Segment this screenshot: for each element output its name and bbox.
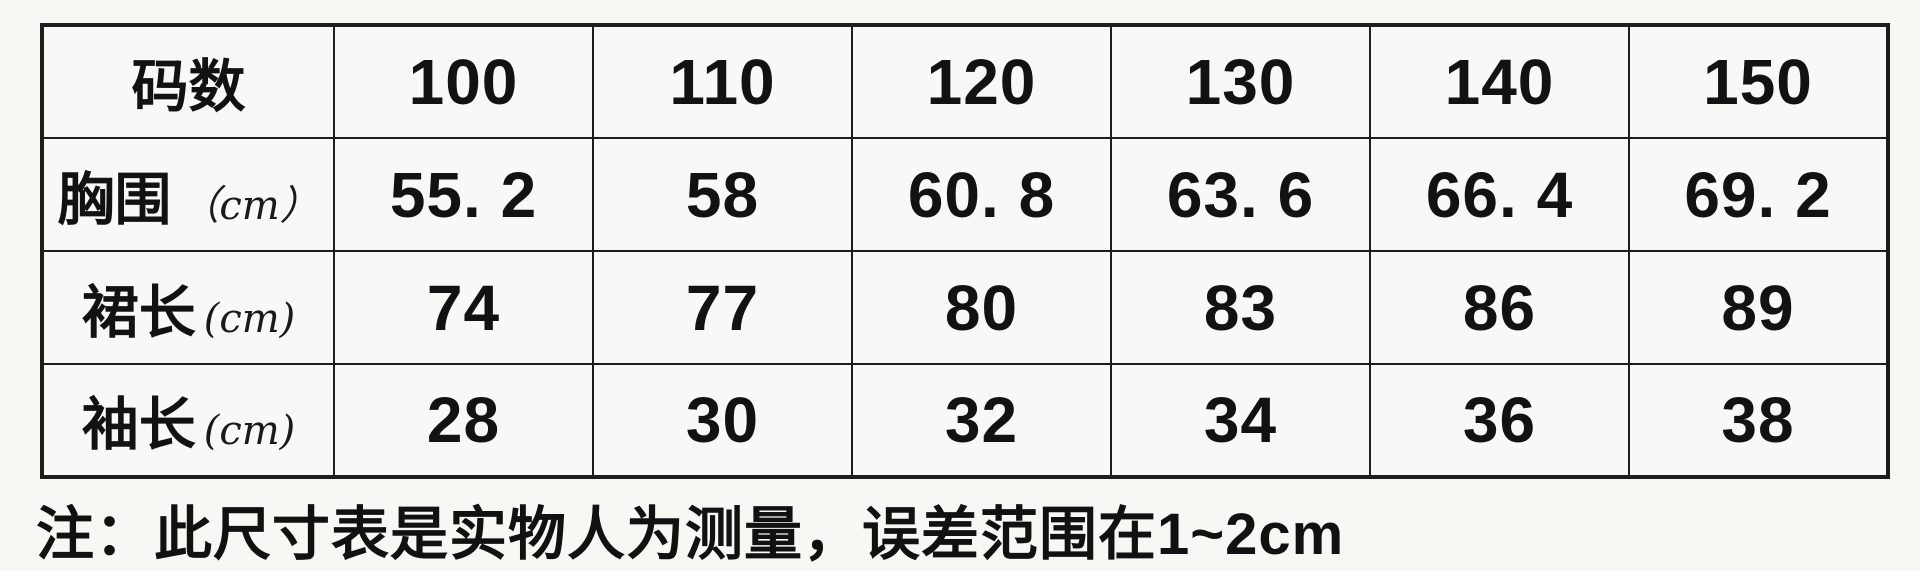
- header-cell-size-label: 码数: [41, 24, 335, 139]
- measurement-cell: 63. 6: [1110, 137, 1371, 252]
- measurement-value: 74: [426, 271, 501, 344]
- size-value: 120: [926, 46, 1037, 118]
- size-cell: 130: [1110, 24, 1371, 139]
- measurement-cell: 32: [851, 363, 1112, 478]
- measurement-cell: 66. 4: [1369, 137, 1630, 252]
- measurement-value: 63. 6: [1166, 158, 1315, 231]
- size-value: 150: [1703, 46, 1813, 118]
- measurement-value: 58: [685, 158, 760, 231]
- table-row-sleeve-length: 袖长 (cm) 28 30 32 34 36 38: [41, 363, 1889, 478]
- row-label-cell-sleeve-length: 袖长 (cm): [41, 363, 335, 478]
- measurement-value: 86: [1462, 271, 1537, 344]
- measurement-value: 28: [426, 384, 501, 456]
- row-label-text: 袖长: [81, 393, 196, 457]
- size-cell: 150: [1628, 24, 1889, 139]
- measurement-cell: 55. 2: [333, 137, 594, 252]
- measurement-value: 69. 2: [1684, 158, 1832, 231]
- measurement-cell: 77: [592, 250, 853, 365]
- measurement-cell: 36: [1369, 363, 1630, 478]
- measurement-cell: 69. 2: [1628, 137, 1889, 252]
- measurement-cell: 74: [333, 250, 594, 365]
- size-value: 130: [1185, 46, 1296, 118]
- size-cell: 100: [333, 24, 594, 139]
- measurement-cell: 34: [1110, 363, 1371, 478]
- size-value: 110: [669, 46, 776, 118]
- size-value: 140: [1444, 46, 1555, 118]
- measurement-cell: 38: [1628, 363, 1889, 478]
- row-label-text: 裙长: [81, 280, 196, 345]
- size-cell: 140: [1369, 24, 1630, 139]
- measurement-value: 77: [685, 271, 760, 344]
- measurement-cell: 28: [333, 363, 594, 478]
- measurement-value: 32: [944, 384, 1019, 456]
- measurement-value: 60. 8: [907, 158, 1056, 231]
- measurement-value: 80: [944, 271, 1019, 344]
- measurement-cell: 86: [1369, 250, 1630, 365]
- measurement-cell: 80: [851, 250, 1112, 365]
- size-cell: 120: [851, 24, 1112, 139]
- measurement-value: 36: [1462, 384, 1537, 456]
- row-unit-text: (cm): [203, 408, 296, 454]
- measurement-cell: 58: [592, 137, 853, 252]
- row-label-cell-skirt-length: 裙长 (cm): [41, 250, 335, 365]
- size-chart-table: 码数 100 110 120 130 140 150 胸围 （cm） 55. 2 …: [40, 23, 1890, 479]
- row-unit-text: （cm）: [179, 182, 320, 229]
- measurement-cell: 30: [592, 363, 853, 478]
- measurement-value: 89: [1721, 271, 1795, 344]
- measurement-value: 66. 4: [1425, 158, 1574, 231]
- measurement-disclaimer-note: 注：此尺寸表是实物人为测量，误差范围在1~2cm: [36, 502, 1345, 567]
- size-value: 100: [408, 46, 519, 118]
- row-unit-text: (cm): [203, 295, 296, 342]
- row-label-cell-chest: 胸围 （cm）: [41, 137, 335, 252]
- measurement-value: 34: [1203, 384, 1278, 456]
- row-label-text: 胸围: [57, 167, 172, 232]
- measurement-cell: 60. 8: [851, 137, 1112, 252]
- measurement-cell: 83: [1110, 250, 1371, 365]
- measurement-value: 38: [1721, 384, 1795, 456]
- measurement-value: 30: [685, 384, 760, 456]
- table-row-chest: 胸围 （cm） 55. 2 58 60. 8 63. 6 66. 4 69. 2: [41, 137, 1889, 252]
- measurement-cell: 89: [1628, 250, 1889, 365]
- table-row-sizes: 码数 100 110 120 130 140 150: [41, 24, 1889, 139]
- size-label-text: 码数: [131, 55, 246, 119]
- measurement-value: 83: [1203, 271, 1278, 344]
- size-cell: 110: [592, 24, 853, 139]
- table-row-skirt-length: 裙长 (cm) 74 77 80 83 86 89: [41, 250, 1889, 365]
- measurement-value: 55. 2: [389, 158, 538, 231]
